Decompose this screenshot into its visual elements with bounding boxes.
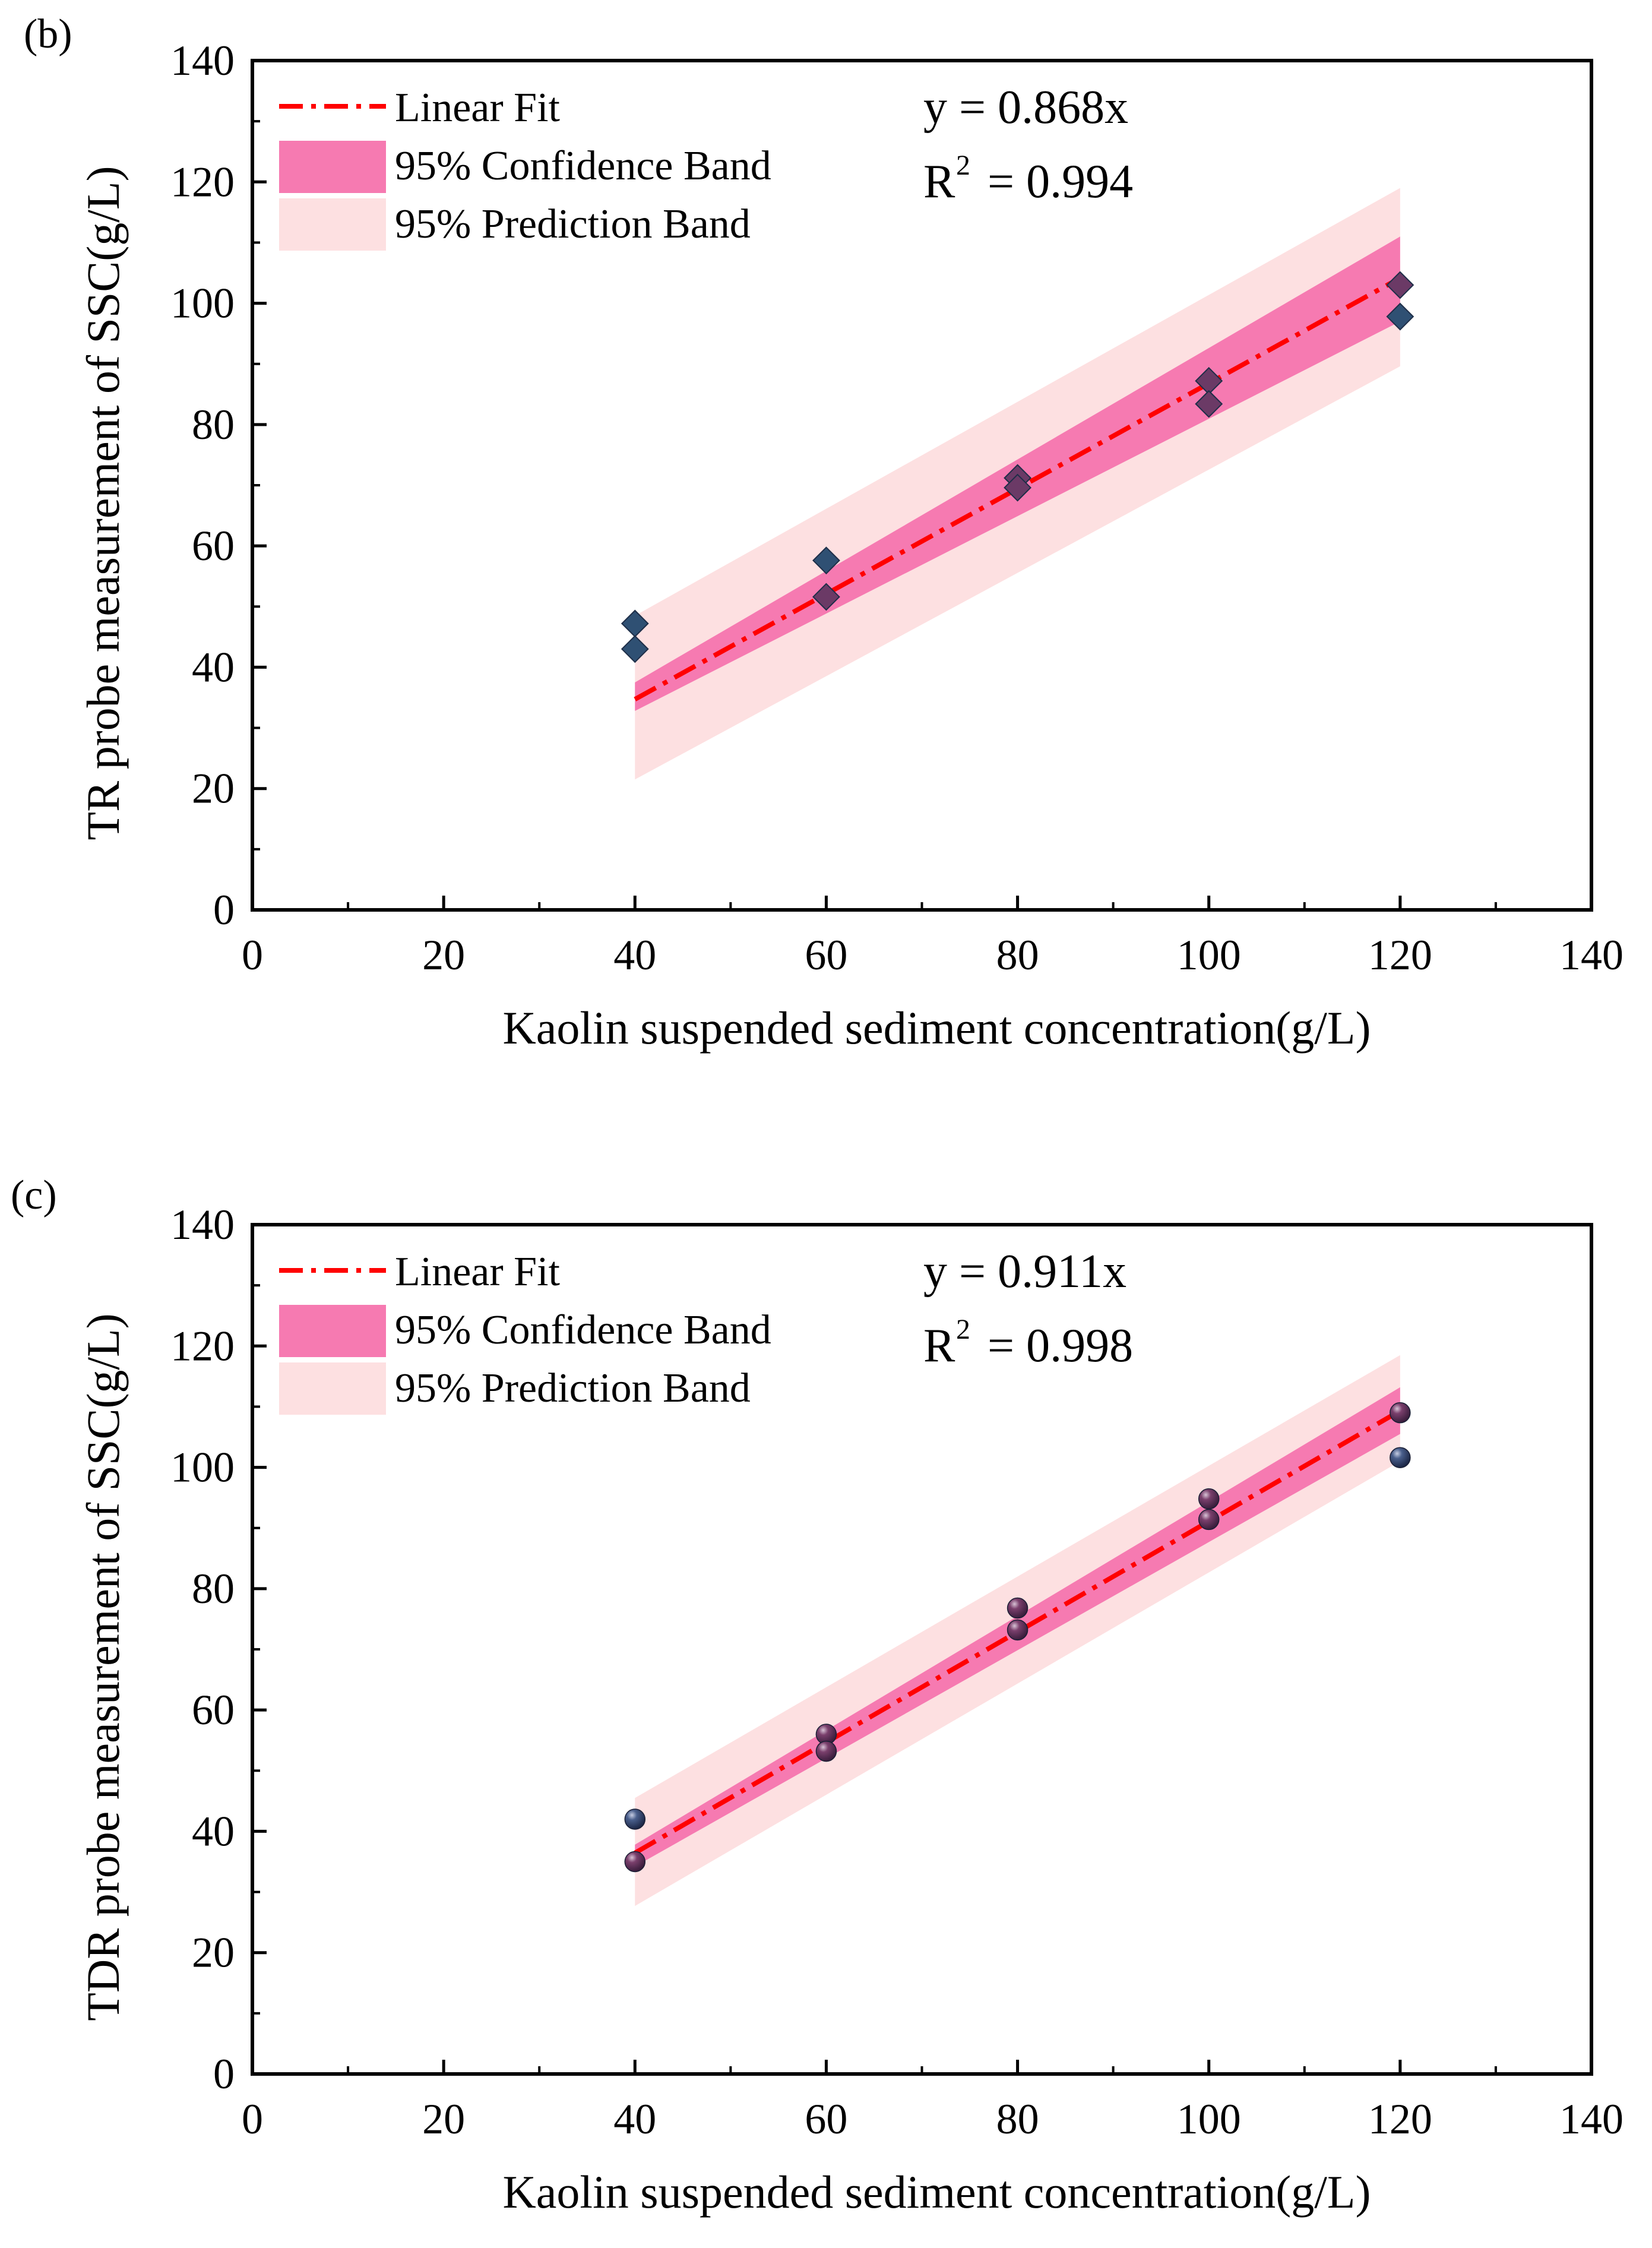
r2-superscript: 2 [956, 150, 970, 181]
y-tick-label: 140 [170, 1201, 235, 1248]
x-tick-label: 80 [996, 2095, 1039, 2143]
x-tick-label: 80 [996, 931, 1039, 979]
fit-line [634, 276, 1401, 701]
y-axis-title: TR probe measurement of SSC(g/L) [77, 166, 129, 840]
x-tick-label: 100 [1177, 2095, 1241, 2143]
r2-superscript: 2 [956, 1314, 970, 1345]
r2-value: = 0.994 [988, 156, 1133, 208]
x-tick-label: 20 [422, 931, 465, 979]
data-point-8 [1386, 271, 1414, 299]
data-point-1 [624, 1851, 646, 1873]
y-tick-label: 100 [170, 1444, 235, 1491]
data-point-3 [815, 1740, 837, 1762]
fit-equation: y = 0.911x [923, 1245, 1126, 1298]
data-point-9 [1386, 302, 1414, 331]
legend-prediction-swatch [279, 198, 386, 251]
x-tick-label: 140 [1559, 2095, 1623, 2143]
data-point-0 [624, 1808, 646, 1830]
x-tick-label: 60 [805, 931, 847, 979]
y-tick-label: 100 [170, 280, 235, 327]
x-tick-label: 120 [1368, 2095, 1432, 2143]
x-tick-label: 40 [613, 2095, 656, 2143]
x-axis-title: Kaolin suspended sediment concentration(… [502, 1002, 1371, 1054]
legend-prediction-label: 95% Prediction Band [395, 1365, 751, 1411]
legend-confidence-swatch [279, 1305, 386, 1357]
legend-confidence-label: 95% Confidence Band [395, 1307, 771, 1353]
y-tick-label: 0 [213, 886, 235, 934]
y-tick-label: 40 [192, 643, 235, 691]
y-tick-label: 60 [192, 522, 235, 570]
x-tick-label: 0 [242, 2095, 263, 2143]
r2-label: R [923, 1320, 955, 1372]
y-tick-label: 40 [192, 1807, 235, 1855]
panel-label: (c) [11, 1172, 57, 1218]
data-point-2 [812, 546, 840, 575]
x-tick-label: 120 [1368, 931, 1432, 979]
data-point-7 [1195, 390, 1223, 418]
r2-label: R [923, 156, 955, 208]
panel-label: (b) [24, 11, 72, 57]
x-tick-label: 0 [242, 931, 263, 979]
legend-fit-label: Linear Fit [395, 1249, 561, 1295]
data-point-4 [1007, 1597, 1028, 1619]
legend-confidence-label: 95% Confidence Band [395, 143, 771, 189]
x-tick-label: 140 [1559, 931, 1623, 979]
x-tick-label: 60 [805, 2095, 847, 2143]
x-axis-title: Kaolin suspended sediment concentration(… [502, 2166, 1371, 2218]
x-tick-label: 100 [1177, 931, 1241, 979]
fit-equation: y = 0.868x [923, 81, 1128, 134]
data-point-8 [1390, 1402, 1411, 1424]
data-point-1 [621, 635, 649, 663]
y-tick-label: 0 [213, 2050, 235, 2098]
legend-prediction-label: 95% Prediction Band [395, 201, 751, 247]
data-point-6 [1198, 1488, 1220, 1510]
x-tick-label: 40 [613, 931, 656, 979]
y-tick-label: 80 [192, 401, 235, 448]
y-tick-label: 20 [192, 1929, 235, 1977]
y-axis-title: TDR probe measurement of SSC(g/L) [77, 1313, 129, 2021]
y-tick-label: 120 [170, 158, 235, 205]
y-tick-label: 80 [192, 1565, 235, 1613]
y-tick-label: 60 [192, 1686, 235, 1734]
legend-fit-label: Linear Fit [395, 85, 561, 131]
data-point-5 [1007, 1619, 1028, 1641]
legend-confidence-swatch [279, 141, 386, 193]
chart-panel-c: (c) 0 20 40 60 80 100 120 140 0 20 40 60 80 100 120 140 K… [11, 1172, 1623, 2218]
r2-value: = 0.998 [988, 1320, 1133, 1372]
data-point-7 [1198, 1509, 1220, 1531]
chart-panel-b: (b) 0 20 40 60 80 100 120 140 0 20 40 60 80 100 120 140 K… [24, 11, 1623, 1054]
x-tick-label: 20 [422, 2095, 465, 2143]
data-point-3 [812, 583, 840, 611]
y-tick-label: 20 [192, 765, 235, 812]
data-point-5 [1004, 473, 1031, 502]
legend-prediction-swatch [279, 1362, 386, 1415]
data-point-9 [1390, 1447, 1411, 1468]
y-tick-label: 140 [170, 37, 235, 84]
y-tick-label: 120 [170, 1322, 235, 1370]
